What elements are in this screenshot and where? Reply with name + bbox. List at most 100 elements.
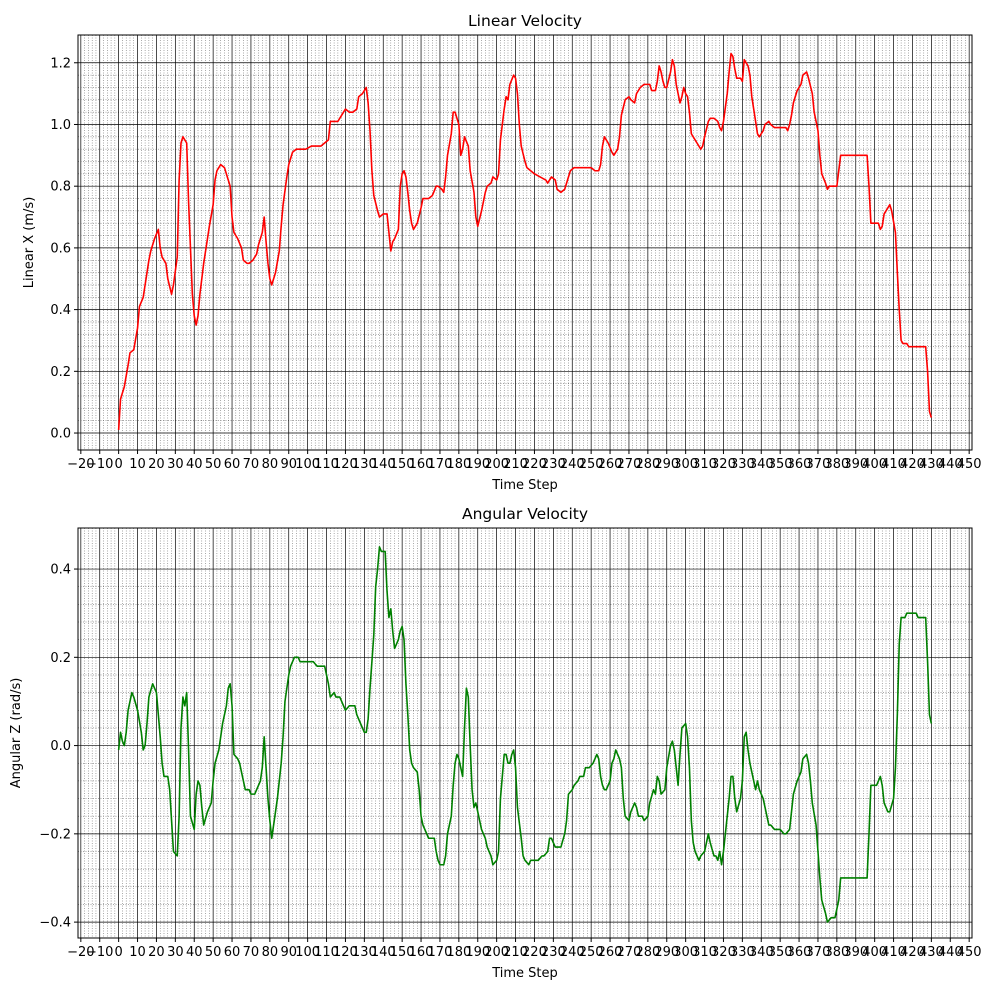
x-tick-label: 430 (919, 945, 944, 960)
x-tick-label: 300 (673, 457, 698, 472)
x-tick-label: 420 (900, 457, 925, 472)
x-tick-label: 320 (711, 945, 736, 960)
x-tick-label: 420 (900, 945, 925, 960)
x-tick-label: 350 (768, 457, 793, 472)
x-tick-label: −20 (67, 457, 94, 472)
y-tick-label: 0.2 (50, 651, 71, 666)
x-tick-label: 320 (711, 457, 736, 472)
x-tick-label: 330 (730, 457, 755, 472)
x-tick-label: −10 (86, 457, 113, 472)
x-tick-label: 10 (129, 457, 146, 472)
x-tick-label: 360 (787, 457, 812, 472)
x-tick-label: 220 (522, 945, 547, 960)
x-tick-label: 150 (390, 457, 415, 472)
x-tick-label: 100 (295, 457, 320, 472)
x-tick-label: 110 (314, 945, 339, 960)
y-tick-label: −0.2 (39, 827, 71, 842)
y-tick-label: 0.6 (50, 241, 71, 256)
x-tick-label: 240 (560, 945, 585, 960)
x-tick-label: 20 (148, 457, 165, 472)
y-tick-label: 1.2 (50, 56, 71, 71)
axes-frame (77, 34, 973, 451)
x-tick-label: 40 (186, 945, 203, 960)
x-tick-label: 230 (541, 457, 566, 472)
x-tick-label: 310 (692, 945, 717, 960)
x-tick-label: 380 (824, 945, 849, 960)
x-tick-label: 30 (167, 457, 184, 472)
x-tick-label: 270 (617, 945, 642, 960)
x-tick-label: 280 (635, 945, 660, 960)
x-tick-label: 150 (390, 945, 415, 960)
x-tick-label: 350 (768, 945, 793, 960)
x-tick-label: 90 (280, 945, 297, 960)
x-tick-label: −20 (67, 945, 94, 960)
axes-frame (77, 527, 973, 939)
x-tick-label: 230 (541, 945, 566, 960)
x-tick-label: 390 (843, 457, 868, 472)
x-tick-label: 240 (560, 457, 585, 472)
data-line (117, 546, 933, 923)
x-tick-label: 250 (579, 945, 604, 960)
y-axis-label: Angular Z (rad/s) (9, 678, 24, 789)
chart-title: Angular Velocity (462, 505, 588, 523)
x-tick-label: 20 (148, 945, 165, 960)
x-tick-label: 80 (262, 945, 279, 960)
x-tick-label: 0 (114, 945, 122, 960)
x-tick-label: 50 (205, 457, 222, 472)
x-tick-label: 290 (654, 945, 679, 960)
x-tick-label: 220 (522, 457, 547, 472)
x-tick-label: 40 (186, 457, 203, 472)
x-tick-label: 380 (824, 457, 849, 472)
x-tick-label: 360 (787, 945, 812, 960)
y-tick-label: 0.4 (50, 303, 71, 318)
x-tick-label: 170 (428, 457, 453, 472)
x-tick-label: 300 (673, 945, 698, 960)
x-tick-label: 310 (692, 457, 717, 472)
x-tick-label: 340 (749, 457, 774, 472)
x-tick-label: 80 (262, 457, 279, 472)
x-tick-label: 200 (484, 457, 509, 472)
x-tick-label: 50 (205, 945, 222, 960)
x-tick-label: −10 (86, 945, 113, 960)
x-tick-label: 330 (730, 945, 755, 960)
y-axis-label: Linear X (m/s) (22, 197, 37, 289)
y-tick-label: 0.0 (50, 739, 71, 754)
x-tick-label: 210 (503, 457, 528, 472)
x-tick-label: 440 (938, 457, 963, 472)
x-tick-label: 60 (224, 457, 241, 472)
x-tick-label: 100 (295, 945, 320, 960)
y-tick-label: 0.2 (50, 365, 71, 380)
x-tick-label: 30 (167, 945, 184, 960)
x-tick-label: 10 (129, 945, 146, 960)
x-tick-label: 250 (579, 457, 604, 472)
x-tick-label: 440 (938, 945, 963, 960)
x-tick-label: 450 (957, 945, 982, 960)
x-tick-label: 160 (409, 945, 434, 960)
x-tick-label: 190 (465, 945, 490, 960)
x-tick-label: 410 (881, 457, 906, 472)
x-tick-label: 400 (862, 457, 887, 472)
x-tick-label: 290 (654, 457, 679, 472)
x-tick-label: 60 (224, 945, 241, 960)
x-tick-label: 400 (862, 945, 887, 960)
x-tick-label: 170 (428, 945, 453, 960)
x-tick-label: 120 (333, 945, 358, 960)
x-tick-label: 140 (371, 945, 396, 960)
x-tick-label: 260 (598, 457, 623, 472)
x-tick-label: 370 (806, 457, 831, 472)
x-tick-label: 130 (352, 945, 377, 960)
x-tick-label: 390 (843, 945, 868, 960)
x-tick-label: 210 (503, 945, 528, 960)
chart-title: Linear Velocity (468, 12, 582, 30)
x-tick-label: 200 (484, 945, 509, 960)
x-tick-label: 130 (352, 457, 377, 472)
x-tick-label: 410 (881, 945, 906, 960)
x-axis-label: Time Step (491, 966, 558, 981)
y-tick-label: 0.0 (50, 427, 71, 442)
x-tick-label: 430 (919, 457, 944, 472)
x-tick-label: 270 (617, 457, 642, 472)
y-tick-label: 0.4 (50, 563, 71, 578)
x-tick-label: 140 (371, 457, 396, 472)
y-tick-label: 1.0 (50, 118, 71, 133)
